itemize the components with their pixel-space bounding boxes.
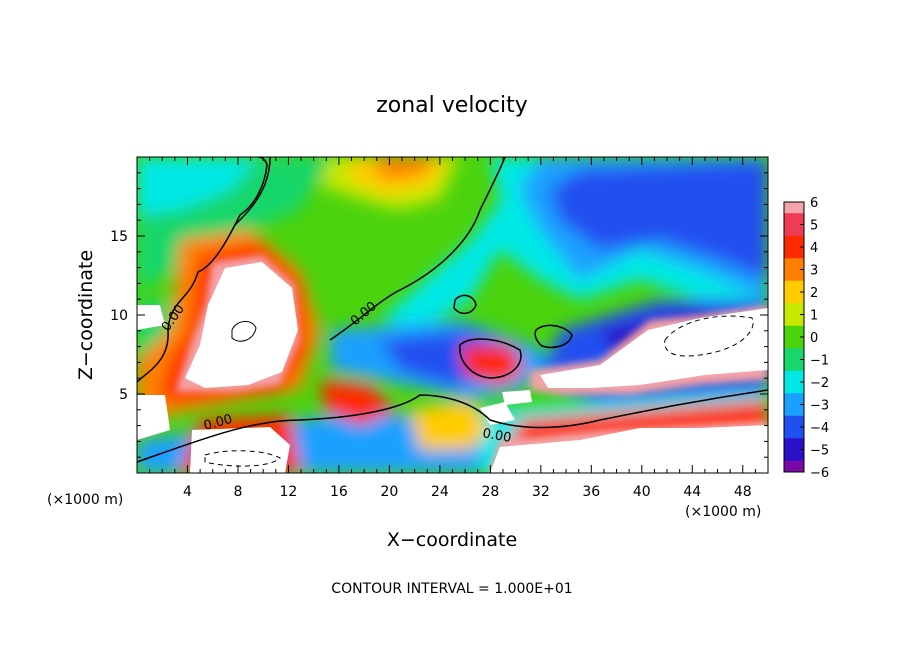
y-tick-label: 5 <box>119 387 128 403</box>
y-tick-label: 10 <box>110 308 128 324</box>
x-axis-label: X−coordinate <box>387 529 517 551</box>
colorbar-tick-label: −4 <box>810 421 829 436</box>
colorbar-tick-label: 0 <box>810 331 818 346</box>
colorbar-tick-label: 6 <box>810 196 818 211</box>
colorbar-swatch <box>784 337 804 349</box>
x-tick-label: 16 <box>330 484 348 500</box>
chart-title: zonal velocity <box>376 93 528 118</box>
colorbar-swatch <box>784 415 804 428</box>
colorbar-swatch <box>784 460 804 473</box>
colorbar-swatch <box>784 247 804 259</box>
y-axis-ticks: 5 10 15 <box>110 172 768 458</box>
colorbar-tick-label: 3 <box>810 264 818 279</box>
colorbar-swatch <box>784 292 804 304</box>
x-tick-label: 8 <box>233 484 242 500</box>
colorbar-tick-label: −3 <box>810 399 829 414</box>
x-tick-label: 28 <box>481 484 499 500</box>
colorbar-swatch <box>784 325 804 338</box>
colorbar-tick-label: 5 <box>810 219 818 234</box>
x-tick-label: 36 <box>582 484 600 500</box>
y-axis-unit: (×1000 m) <box>47 492 123 508</box>
x-tick-label: 12 <box>280 484 298 500</box>
colorbar-tick-label: 4 <box>810 241 818 256</box>
x-tick-label: 24 <box>431 484 449 500</box>
colorbar-swatch <box>784 303 804 315</box>
colorbar-swatch <box>784 404 804 417</box>
colorbar-tick-label: 2 <box>810 286 818 301</box>
colorbar-tick-label: −5 <box>810 444 829 459</box>
colorbar-swatch <box>784 224 804 237</box>
colorbar-swatch <box>784 449 804 462</box>
negative-contours <box>204 315 754 467</box>
x-axis-ticks: 4 8 12 16 20 24 28 32 36 40 44 48 <box>149 157 756 500</box>
colorbar-swatch <box>784 438 804 450</box>
x-tick-label: 48 <box>734 484 752 500</box>
colorbar-swatch <box>784 382 804 394</box>
colorbar-tick-label: −2 <box>810 376 829 391</box>
y-axis-label: Z−coordinate <box>75 250 97 380</box>
colorbar-swatch <box>784 348 804 360</box>
colorbar-swatch <box>784 427 804 439</box>
colorbar-tick-label: −6 <box>810 466 829 481</box>
colorbar-swatch <box>784 280 804 293</box>
x-tick-label: 32 <box>532 484 550 500</box>
colorbar-swatch <box>784 258 804 270</box>
colorbar-swatch <box>784 235 804 248</box>
colorbar-swatch <box>784 370 804 383</box>
contour-interval-note: CONTOUR INTERVAL = 1.000E+01 <box>331 581 572 597</box>
colorbar-tick-label: 1 <box>810 309 818 324</box>
colorbar-swatch <box>784 269 804 282</box>
contour-label: 0.00 <box>202 412 234 434</box>
colorbar-swatch <box>784 202 804 214</box>
contour-label: 0.00 <box>481 426 512 446</box>
colorbar-swatch <box>784 314 804 327</box>
x-tick-label: 44 <box>683 484 701 500</box>
x-axis-unit: (×1000 m) <box>685 504 761 520</box>
colorbar-swatch <box>784 393 804 405</box>
colorbar-tick-label: −1 <box>810 354 829 369</box>
x-tick-label: 4 <box>183 484 192 500</box>
colorbar-swatch <box>784 359 804 372</box>
x-tick-label: 20 <box>380 484 398 500</box>
x-tick-label: 40 <box>633 484 651 500</box>
colorbar-swatch <box>784 213 804 225</box>
y-tick-label: 15 <box>110 229 128 245</box>
contour-lines <box>137 157 768 463</box>
velocity-field <box>137 157 768 473</box>
colorbar: 6 5 4 3 2 1 0 −1 −2 −3 −4 −5 −6 <box>783 196 829 481</box>
